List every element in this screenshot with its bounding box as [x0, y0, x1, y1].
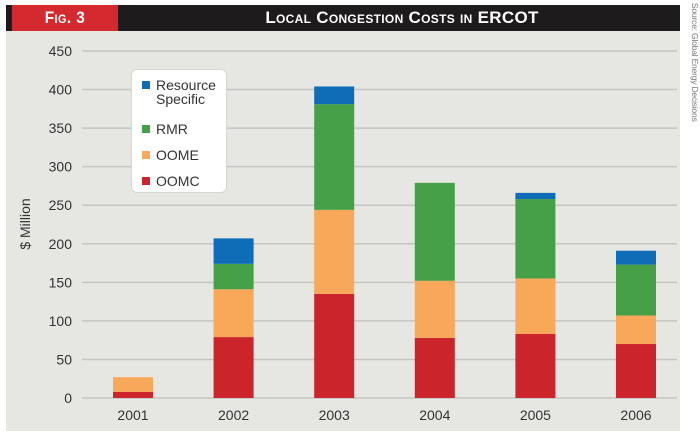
bar-segment-rmr-2003 — [314, 104, 355, 210]
bar-segment-oomc-2003 — [314, 293, 355, 398]
x-tick-label: 2006 — [620, 407, 651, 423]
bar-segment-rmr-2004 — [414, 182, 455, 281]
legend-swatch — [142, 125, 150, 133]
x-tick-label: 2003 — [319, 407, 350, 423]
source-note: Source: Global Energy Decisions — [690, 3, 700, 122]
bars — [113, 86, 656, 398]
legend-label: OOMC — [156, 173, 200, 189]
chart-header-bar — [6, 5, 680, 31]
x-tick-label: 2002 — [218, 407, 249, 423]
y-tick-label: 250 — [49, 197, 73, 213]
figure-label: Fig. 3 — [11, 5, 119, 31]
y-tick-label: 450 — [49, 43, 73, 59]
bar-segment-oome-2001 — [113, 377, 153, 392]
y-tick-label: 150 — [49, 274, 73, 290]
y-tick-label: 300 — [49, 159, 73, 175]
bar-segment-oomc-2004 — [414, 337, 455, 398]
y-tick-label: 50 — [56, 351, 72, 367]
y-tick-label: 200 — [49, 236, 73, 252]
x-tick-label: 2005 — [520, 407, 551, 423]
chart-title: Local Congestion Costs in ERCOT — [265, 8, 539, 27]
legend-label: OOME — [156, 147, 199, 163]
bar-segment-oomc-2001 — [113, 391, 153, 398]
bar-segment-oomc-2005 — [515, 333, 556, 398]
bar-segment-rmr-2002 — [213, 263, 254, 290]
bar-segment-resource-specific-2003 — [314, 86, 355, 105]
bar-segment-resource-specific-2005 — [515, 192, 556, 200]
x-tick-label: 2001 — [117, 407, 148, 423]
y-tick-label: 0 — [64, 390, 72, 406]
bar-segment-rmr-2005 — [515, 199, 556, 279]
bar-segment-oome-2003 — [314, 209, 355, 294]
y-tick-label: 350 — [49, 120, 73, 136]
bar-segment-oome-2004 — [414, 280, 455, 338]
legend-label: RMR — [156, 121, 188, 137]
bar-segment-rmr-2006 — [616, 264, 656, 316]
bar-segment-oomc-2002 — [213, 337, 254, 398]
y-axis-title: $ Million — [17, 198, 33, 249]
legend-swatch — [142, 151, 150, 159]
gridlines — [82, 50, 677, 399]
y-tick-label: 400 — [49, 82, 73, 98]
x-tick-label: 2004 — [419, 407, 450, 423]
bar-segment-oome-2002 — [213, 289, 254, 338]
y-axis-ticks: 0 50 100 150 200 250 300 350 400 450 — [49, 43, 73, 406]
bar-segment-resource-specific-2006 — [616, 250, 656, 265]
legend-label: Resource Specific — [156, 77, 216, 107]
legend: Resource Specific RMR OOME OOMC — [131, 69, 227, 193]
legend-swatch — [142, 177, 150, 185]
y-tick-label: 100 — [49, 313, 73, 329]
bar-segment-oome-2006 — [616, 315, 656, 345]
bar-segment-oome-2005 — [515, 278, 556, 334]
x-axis-ticks: 2001 2002 2003 2004 2005 2006 — [117, 407, 651, 423]
legend-swatch — [142, 81, 150, 89]
bar-segment-oomc-2006 — [616, 344, 656, 398]
bar-segment-resource-specific-2002 — [213, 238, 254, 264]
